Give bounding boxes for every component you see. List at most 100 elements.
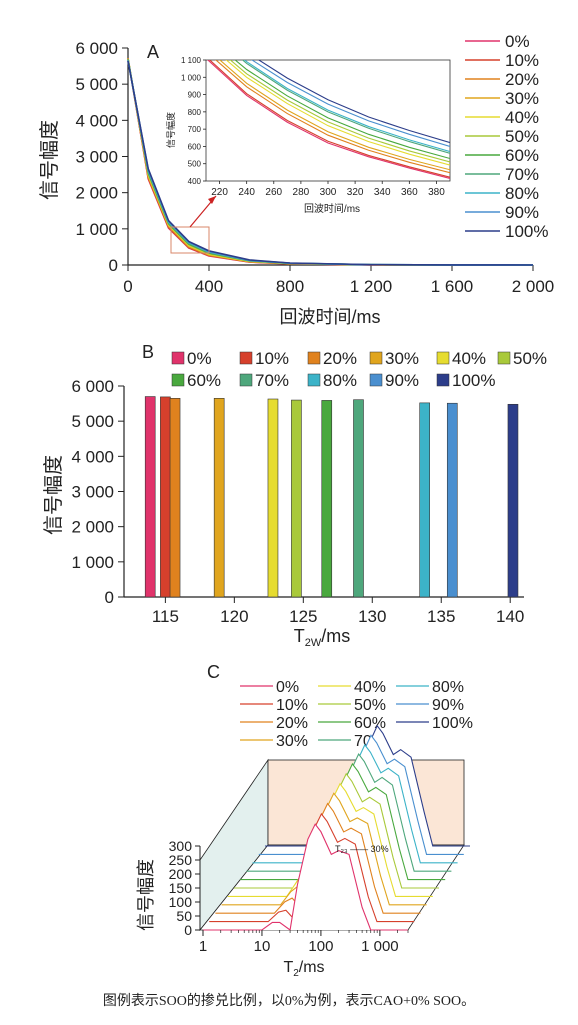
panel-b-legend-swatch bbox=[171, 373, 185, 387]
inset-x-tick-label: 280 bbox=[293, 187, 310, 198]
panel-c-x-tick-label: 1 000 bbox=[361, 938, 399, 955]
panel-b-legend-label: 20% bbox=[323, 349, 357, 368]
panel-c-legend: 0%10%20%30%40%50%60%70%80%90%100% bbox=[240, 679, 473, 750]
panel-c-curve bbox=[209, 812, 415, 923]
inset-y-tick-label: 900 bbox=[188, 91, 202, 100]
panel-a-y-tick-label: 6 000 bbox=[75, 39, 118, 58]
panel-a-legend-label: 20% bbox=[505, 70, 539, 89]
inset-series-line bbox=[234, 60, 450, 160]
panel-a-x-tick-label: 800 bbox=[276, 277, 304, 296]
inset-series-line bbox=[207, 60, 450, 179]
panel-a-y-tick-label: 2 000 bbox=[75, 184, 118, 203]
panel-c-x-tick-label: 100 bbox=[308, 938, 333, 955]
panel-b-legend-label: 100% bbox=[452, 371, 495, 390]
panel-b-bar bbox=[507, 403, 519, 598]
panel-c-y-tick-label: 200 bbox=[169, 866, 193, 882]
panel-c-y-tick-label: 100 bbox=[169, 894, 193, 910]
panel-c-curve bbox=[221, 792, 427, 906]
panel-c: C 0%10%20%30%40%50%60%70%80%90%100% T₂₃ … bbox=[136, 662, 473, 979]
inset-x-tick-label: 240 bbox=[238, 187, 255, 198]
panel-b-legend-swatch bbox=[307, 351, 321, 365]
panel-b-legend-swatch bbox=[239, 351, 253, 365]
panel-a-y-tick-label: 4 000 bbox=[75, 111, 118, 130]
panel-b-legend-label: 50% bbox=[513, 349, 547, 368]
panel-c-legend-label: 30% bbox=[276, 733, 308, 750]
panel-b-legend-swatch bbox=[239, 373, 253, 387]
panel-b: B 0% 10% 20% 30% 40% 50% 60% 70% 80% 90% 100% 信号幅度… bbox=[42, 342, 547, 649]
panel-a: A 信号幅度 回波时间/ms 0 1 000 2 000 3 000 4 000 5 00… bbox=[38, 32, 554, 327]
panel-b-bar bbox=[291, 399, 302, 598]
panel-c-legend-label: 100% bbox=[432, 715, 473, 732]
panel-b-bar bbox=[144, 396, 156, 598]
inset-y-tick-label: 1 100 bbox=[181, 56, 202, 65]
panel-b-y-tick-label: 5 000 bbox=[71, 412, 114, 431]
panel-c-x-tick-label: 1 bbox=[199, 938, 207, 955]
panel-a-series bbox=[127, 57, 534, 266]
panel-c-ylabel: 信号幅度 bbox=[136, 859, 156, 931]
inset-x-tick-label: 260 bbox=[265, 187, 282, 198]
panel-c-x-tick-label: 10 bbox=[254, 938, 271, 955]
panel-b-bar bbox=[353, 399, 364, 598]
panel-a-y-tick-label: 3 000 bbox=[75, 148, 118, 167]
inset-series-line bbox=[219, 60, 450, 171]
panel-b-legend-swatch bbox=[369, 351, 383, 365]
panel-a-x-tick-label: 400 bbox=[195, 277, 223, 296]
panel-a-legend-label: 100% bbox=[505, 222, 548, 241]
panel-b-legend-label: 90% bbox=[385, 371, 419, 390]
panel-c-y-tick-label: 50 bbox=[176, 908, 192, 924]
panel-a-label: A bbox=[147, 42, 159, 62]
panel-a-ticks: 0 1 000 2 000 3 000 4 000 5 000 6 000 0 400 800 1 … bbox=[75, 39, 554, 296]
panel-b-legend-swatch bbox=[497, 351, 511, 365]
inset-series-line bbox=[225, 60, 450, 166]
panel-c-legend-label: 90% bbox=[432, 697, 464, 714]
panel-b-legend-label: 30% bbox=[385, 349, 419, 368]
panel-a-legend-label: 30% bbox=[505, 89, 539, 108]
panel-b-legend-label: 80% bbox=[323, 371, 357, 390]
panel-b-legend-label: 70% bbox=[255, 371, 289, 390]
panel-b-y-tick-label: 2 000 bbox=[71, 518, 114, 537]
panel-c-curve bbox=[215, 802, 421, 914]
panel-b-x-tick-label: 135 bbox=[427, 607, 455, 626]
panel-b-x-tick-label: 130 bbox=[358, 607, 386, 626]
panel-b-bar bbox=[213, 398, 225, 598]
panel-b-bar bbox=[160, 396, 171, 598]
inset-frame bbox=[205, 59, 451, 182]
inset-xlabel: 回波时间/ms bbox=[304, 202, 360, 215]
inset-x-tick-label: 360 bbox=[401, 187, 418, 198]
panel-c-y-tick-label: 0 bbox=[184, 922, 192, 938]
panel-a-legend: 0%10%20%30%40%50%60%70%80%90%100% bbox=[465, 32, 548, 241]
panel-a-ylabel: 信号幅度 bbox=[38, 120, 61, 200]
panel-c-legend-label: 20% bbox=[276, 715, 308, 732]
panel-b-bar bbox=[267, 398, 279, 598]
panel-b-xlabel: T2W/ms bbox=[294, 626, 351, 649]
panel-b-legend-swatch bbox=[369, 373, 383, 387]
panel-a-x-tick-label: 1 200 bbox=[350, 277, 393, 296]
panel-a-y-tick-label: 0 bbox=[109, 256, 118, 275]
inset-series-line bbox=[241, 60, 450, 154]
panel-b-legend-swatch bbox=[436, 351, 450, 365]
panel-c-legend-label: 10% bbox=[276, 697, 308, 714]
panel-b-x-tick-label: 125 bbox=[289, 607, 317, 626]
panel-c-y-tick-label: 300 bbox=[169, 838, 193, 854]
panel-c-y-tick-label: 150 bbox=[169, 880, 193, 896]
panel-a-legend-label: 40% bbox=[505, 108, 539, 127]
inset-x-tick-label: 340 bbox=[374, 187, 391, 198]
inset-series bbox=[207, 60, 450, 179]
panel-b-legend-label: 10% bbox=[255, 349, 289, 368]
panel-c-curves bbox=[203, 724, 470, 931]
inset-y-tick-label: 500 bbox=[188, 160, 202, 169]
inset-series-line bbox=[251, 60, 450, 147]
panel-c-xlabel: T2/ms bbox=[283, 959, 324, 979]
panel-b-legend-swatch bbox=[171, 351, 185, 365]
panel-b-y-tick-label: 1 000 bbox=[71, 553, 114, 572]
panel-a-x-tick-label: 2 000 bbox=[512, 277, 555, 296]
inset-series-line bbox=[243, 60, 450, 153]
panel-b-y-tick-label: 4 000 bbox=[71, 447, 114, 466]
panel-b-legend-label: 60% bbox=[187, 371, 221, 390]
panel-a-legend-label: 70% bbox=[505, 165, 539, 184]
panel-a-xlabel: 回波时间/ms bbox=[280, 307, 381, 327]
panel-b-legend-swatch bbox=[436, 373, 450, 387]
inset-x-tick-label: 320 bbox=[347, 187, 364, 198]
panel-a-legend-label: 80% bbox=[505, 184, 539, 203]
